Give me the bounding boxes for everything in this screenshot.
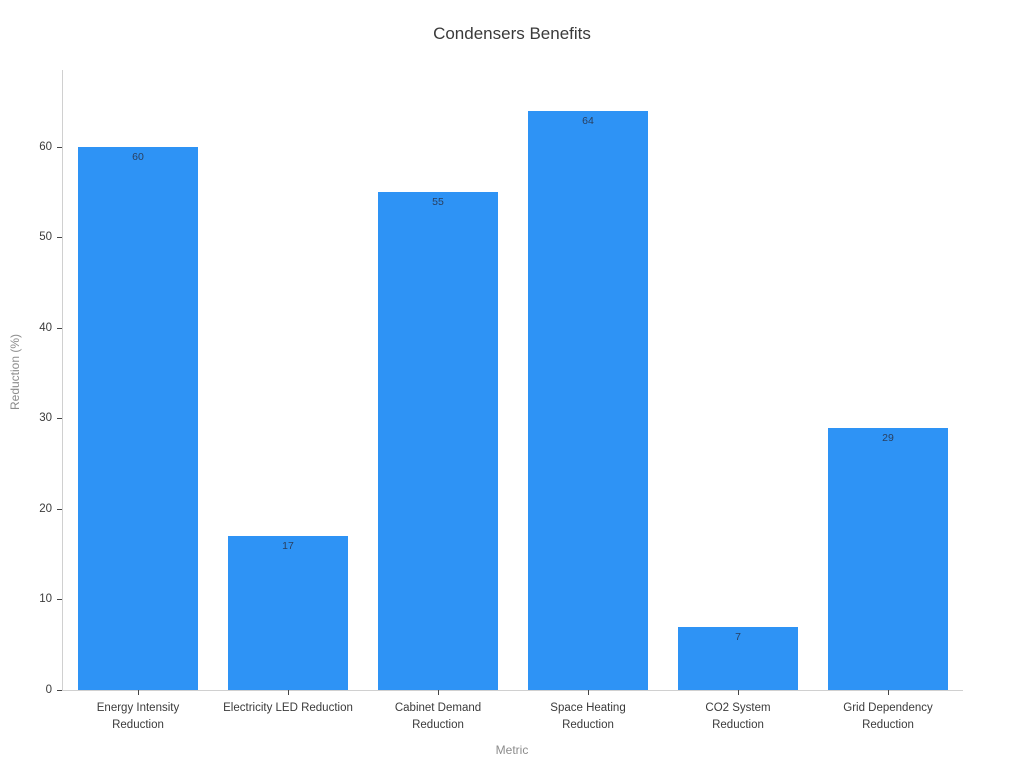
y-axis-tick [57,327,62,329]
y-axis-tick [57,418,62,420]
x-axis-tick [738,690,739,695]
x-axis-title: Metric [495,743,529,757]
x-axis-tick-label: Space Heating Reduction [550,702,626,732]
y-axis-tick-label: 60 [39,140,52,153]
y-axis-tick-label: 50 [39,231,52,244]
bar-value-label: 64 [582,114,594,127]
y-axis-tick-label: 30 [39,412,52,425]
y-axis-tick-label: 20 [39,502,52,515]
chart-title: Condensers Benefits [433,24,591,43]
bar: 60 [77,146,199,690]
bar: 29 [827,427,949,690]
x-axis-tick-label: Energy Intensity Reduction [96,702,180,732]
y-axis-tick-label: 0 [45,684,52,696]
y-axis-tick-label: 10 [39,593,52,606]
y-axis-tick [57,146,62,148]
y-axis-tick [57,690,62,691]
x-axis-tick-label: CO2 System Reduction [705,702,771,732]
plot-area: 0 10 20 30 40 50 60 60 Energy Intensity Reduction… [39,70,963,731]
x-axis-tick [138,690,139,695]
x-axis-tick-label: Grid Dependency Reduction [843,702,933,732]
x-axis-tick [588,690,589,695]
y-axis-tick [57,508,62,510]
bar-value-label: 55 [432,196,444,209]
bar: 64 [527,110,649,690]
x-axis-tick [888,690,889,695]
x-axis-tick-label: Cabinet Demand Reduction [394,702,482,732]
y-axis-tick [57,237,62,239]
x-axis-tick [288,690,289,695]
bar-value-label: 29 [882,431,894,444]
y-axis-tick [57,599,62,601]
bar-value-label: 17 [282,540,294,553]
y-axis-tick-label: 40 [39,321,52,334]
x-axis-tick [438,690,439,695]
bar-value-label: 60 [132,150,144,163]
x-axis-tick-label: Electricity LED Reduction [223,702,353,714]
bar: 7 [677,626,799,690]
bar-value-label: 7 [735,630,741,643]
bar: 17 [227,536,349,690]
y-axis-title: Reduction (%) [8,333,22,411]
bar: 55 [377,192,499,690]
